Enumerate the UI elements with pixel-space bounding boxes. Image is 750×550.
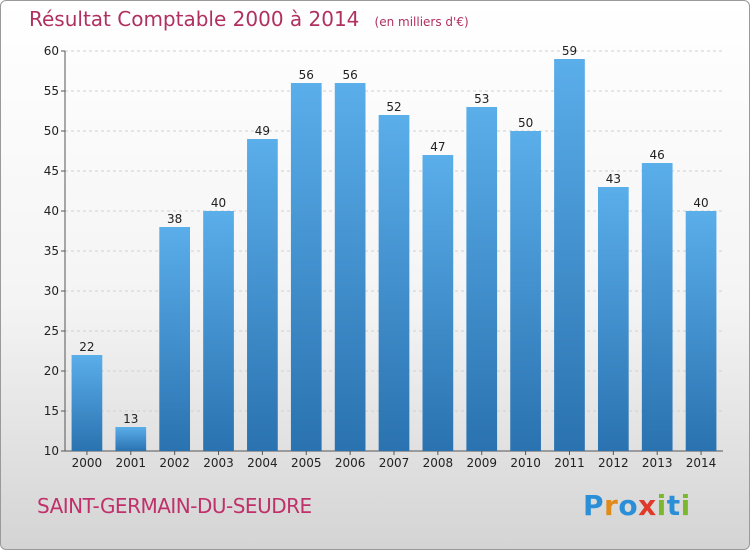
bar [334, 83, 366, 451]
logo-letter: t [666, 489, 681, 522]
data-label: 43 [606, 172, 621, 186]
data-label: 22 [79, 340, 94, 354]
x-tick-label: 2006 [335, 456, 366, 470]
logo-letter: r [604, 489, 619, 522]
logo-letter: P [583, 489, 605, 522]
y-tick-label: 10 [44, 444, 59, 458]
chart-subtitle: (en milliers d'€) [374, 15, 469, 29]
y-tick-label: 15 [44, 404, 59, 418]
y-tick-label: 55 [44, 84, 59, 98]
y-tick-label: 25 [44, 324, 59, 338]
data-label: 38 [167, 212, 182, 226]
x-tick-label: 2005 [291, 456, 322, 470]
bar [159, 227, 191, 451]
x-tick-label: 2007 [379, 456, 410, 470]
logo-letter: o [618, 489, 639, 522]
x-tick-label: 2000 [72, 456, 103, 470]
y-tick-label: 60 [44, 44, 59, 58]
y-tick-label: 30 [44, 284, 59, 298]
bar [685, 211, 717, 451]
x-tick-label: 2009 [466, 456, 497, 470]
data-label: 50 [518, 116, 533, 130]
x-tick-label: 2012 [598, 456, 629, 470]
bar [71, 355, 103, 451]
data-label: 40 [693, 196, 708, 210]
data-label: 46 [650, 148, 665, 162]
commune-name: SAINT-GERMAIN-DU-SEUDRE [37, 494, 312, 518]
data-label: 52 [386, 100, 401, 114]
logo-letter: i [656, 489, 667, 522]
bar [378, 115, 410, 451]
x-tick-label: 2002 [159, 456, 190, 470]
proxiti-logo: Proxiti [583, 489, 691, 522]
y-tick-label: 50 [44, 124, 59, 138]
bar [510, 131, 541, 451]
logo-letter: i [680, 489, 691, 522]
data-label: 53 [474, 92, 489, 106]
y-tick-label: 40 [44, 204, 59, 218]
bar [203, 211, 234, 451]
x-tick-label: 2010 [510, 456, 541, 470]
data-label: 40 [211, 196, 226, 210]
x-tick-label: 2008 [423, 456, 454, 470]
y-tick-label: 35 [44, 244, 59, 258]
data-label: 47 [430, 140, 445, 154]
x-tick-label: 2004 [247, 456, 278, 470]
bar [247, 139, 278, 451]
bar [115, 427, 147, 451]
x-tick-label: 2011 [554, 456, 585, 470]
bar [597, 187, 629, 451]
bar [290, 83, 322, 451]
chart-title-line: Résultat Comptable 2000 à 2014 (en milli… [29, 7, 469, 31]
bar [466, 107, 498, 451]
x-tick-label: 2001 [116, 456, 147, 470]
y-tick-label: 45 [44, 164, 59, 178]
x-tick-label: 2003 [203, 456, 234, 470]
logo-letter: x [638, 489, 657, 522]
data-label: 56 [299, 68, 314, 82]
bar [554, 59, 585, 451]
x-tick-label: 2014 [686, 456, 717, 470]
data-label: 56 [342, 68, 357, 82]
x-tick-label: 2013 [642, 456, 673, 470]
chart-title: Résultat Comptable 2000 à 2014 [29, 7, 360, 31]
data-label: 49 [255, 124, 270, 138]
data-label: 59 [562, 44, 577, 58]
bar [422, 155, 454, 451]
y-tick-label: 20 [44, 364, 59, 378]
bar [641, 163, 673, 451]
data-label: 13 [123, 412, 138, 426]
